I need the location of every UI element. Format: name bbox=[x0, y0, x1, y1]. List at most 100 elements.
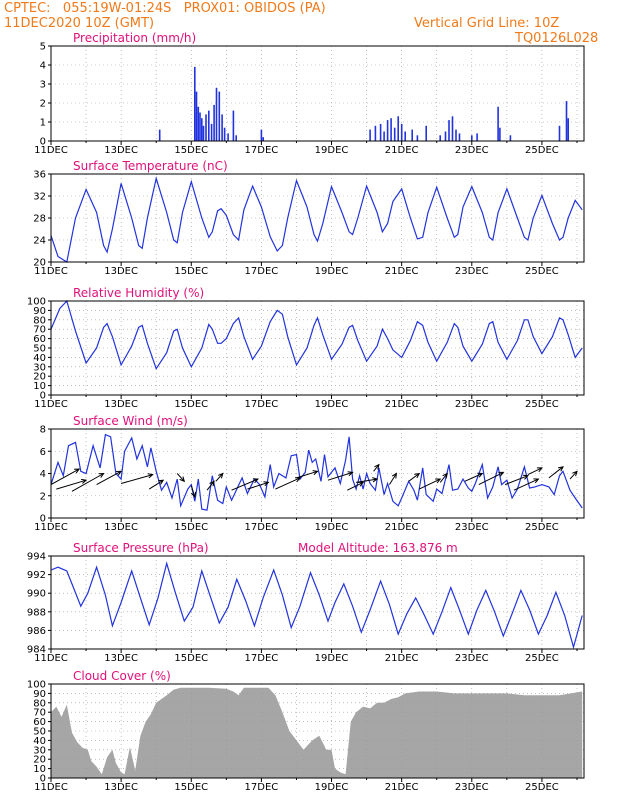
precip-bar bbox=[379, 123, 382, 141]
precip-bar bbox=[458, 133, 461, 141]
x-tick-label: 23DEC bbox=[455, 653, 489, 664]
wind-direction-arrow bbox=[356, 478, 378, 483]
x-tick-label: 19DEC bbox=[315, 782, 349, 793]
precip-bar bbox=[213, 104, 215, 141]
wind-series-line bbox=[50, 433, 583, 511]
precip-bar bbox=[199, 112, 201, 141]
precip-bar bbox=[227, 133, 229, 141]
wind-direction-arrow bbox=[296, 470, 318, 479]
y-tick-label: 80 bbox=[33, 315, 46, 326]
y-tick-label: 20 bbox=[33, 258, 46, 269]
y-tick-label: 994 bbox=[27, 552, 46, 563]
precip-bar bbox=[439, 135, 441, 141]
precip-bar bbox=[509, 135, 512, 141]
precip-bar bbox=[374, 125, 377, 141]
x-tick-label: 15DEC bbox=[174, 266, 208, 277]
x-tick-label: 25DEC bbox=[525, 653, 559, 664]
y-tick-label: 4 bbox=[40, 61, 46, 72]
precip-bar bbox=[448, 120, 450, 141]
x-tick-label: 13DEC bbox=[104, 782, 138, 793]
wind-arrow-head bbox=[190, 491, 196, 498]
precip-bar bbox=[476, 133, 478, 141]
x-tick-label: 21DEC bbox=[385, 399, 419, 410]
wind-arrow-head bbox=[116, 470, 123, 476]
wind-direction-arrow bbox=[418, 478, 441, 490]
wind-arrow-head bbox=[312, 470, 319, 476]
x-tick-label: 17DEC bbox=[245, 399, 279, 410]
x-tick-label: 13DEC bbox=[104, 522, 138, 533]
wind-arrow-head bbox=[81, 478, 88, 484]
wind-direction-arrow bbox=[231, 478, 259, 491]
x-tick-label: 25DEC bbox=[525, 266, 559, 277]
y-tick-label: 40 bbox=[33, 736, 46, 747]
wind-arrow-head bbox=[391, 472, 398, 479]
precip-bar bbox=[195, 91, 198, 141]
temperature-series-line bbox=[50, 176, 583, 263]
precip-bar bbox=[208, 110, 210, 141]
panel-title: Surface Pressure (hPa) bbox=[73, 541, 209, 555]
pressure-chart-frame bbox=[50, 555, 585, 650]
x-tick-label: 21DEC bbox=[385, 522, 419, 533]
precip-bar bbox=[455, 129, 457, 141]
x-tick-label: 17DEC bbox=[245, 782, 279, 793]
header-run-time: 11DEC2020 10Z (GMT) bbox=[4, 16, 155, 31]
x-tick-label: 17DEC bbox=[245, 145, 279, 156]
wind-arrow-head bbox=[98, 472, 105, 478]
panel-title: Surface Temperature (nC) bbox=[73, 159, 228, 173]
precip-bar bbox=[218, 91, 221, 141]
precip-bar bbox=[194, 66, 196, 141]
precip-bar bbox=[215, 87, 218, 141]
y-tick-label: 60 bbox=[33, 334, 46, 345]
x-tick-label: 25DEC bbox=[525, 145, 559, 156]
x-tick-label: 19DEC bbox=[315, 399, 349, 410]
wind-direction-arrow bbox=[148, 479, 164, 490]
x-tick-label: 17DEC bbox=[245, 266, 279, 277]
wind-arrow-head bbox=[498, 471, 505, 477]
wind-arrow-head bbox=[414, 472, 421, 479]
precip-bar bbox=[201, 118, 203, 141]
y-tick-label: 28 bbox=[33, 214, 46, 225]
x-tick-label: 23DEC bbox=[455, 266, 489, 277]
x-tick-label: 11DEC bbox=[34, 782, 68, 793]
x-tick-label: 15DEC bbox=[174, 782, 208, 793]
y-tick-label: 990 bbox=[27, 589, 46, 600]
x-tick-label: 13DEC bbox=[104, 399, 138, 410]
wind-arrow-head bbox=[74, 468, 81, 474]
precip-bar bbox=[260, 129, 263, 141]
wind-direction-arrow bbox=[275, 477, 301, 490]
y-tick-label: 992 bbox=[27, 570, 46, 581]
y-tick-label: 988 bbox=[27, 607, 46, 618]
wind-direction-arrow bbox=[373, 464, 380, 472]
wind-arrow-head bbox=[147, 473, 154, 479]
wind-arrow-head bbox=[477, 472, 484, 478]
wind-direction-arrow bbox=[569, 470, 578, 480]
precip-bar bbox=[386, 120, 389, 141]
wind-direction-arrow bbox=[464, 473, 483, 482]
wind-direction-arrow bbox=[56, 479, 87, 490]
precip-bar bbox=[158, 129, 161, 141]
y-tick-label: 80 bbox=[33, 698, 46, 709]
wind-direction-arrow bbox=[327, 471, 353, 481]
y-tick-label: 90 bbox=[33, 306, 46, 317]
precip-bar bbox=[444, 131, 447, 141]
precip-bar bbox=[425, 125, 427, 141]
wind-direction-arrow bbox=[504, 475, 529, 486]
wind-arrow-head bbox=[533, 478, 540, 484]
precip-bar bbox=[235, 135, 237, 141]
x-tick-label: 25DEC bbox=[525, 522, 559, 533]
wind-arrow-head bbox=[358, 481, 365, 487]
x-tick-label: 15DEC bbox=[174, 653, 208, 664]
wind-direction-arrow bbox=[388, 473, 397, 485]
wind-direction-arrow bbox=[408, 473, 420, 482]
wind-arrow-head bbox=[252, 478, 259, 484]
x-tick-label: 11DEC bbox=[34, 145, 68, 156]
x-tick-label: 17DEC bbox=[245, 653, 279, 664]
precip-bar bbox=[565, 101, 568, 141]
header-grid-note: Vertical Grid Line: 10Z bbox=[414, 16, 560, 31]
y-tick-label: 24 bbox=[33, 236, 46, 247]
wind-direction-arrow bbox=[439, 473, 448, 483]
y-tick-label: 0 bbox=[40, 391, 46, 402]
precip-bar bbox=[197, 106, 200, 141]
precip-bar bbox=[471, 135, 473, 141]
